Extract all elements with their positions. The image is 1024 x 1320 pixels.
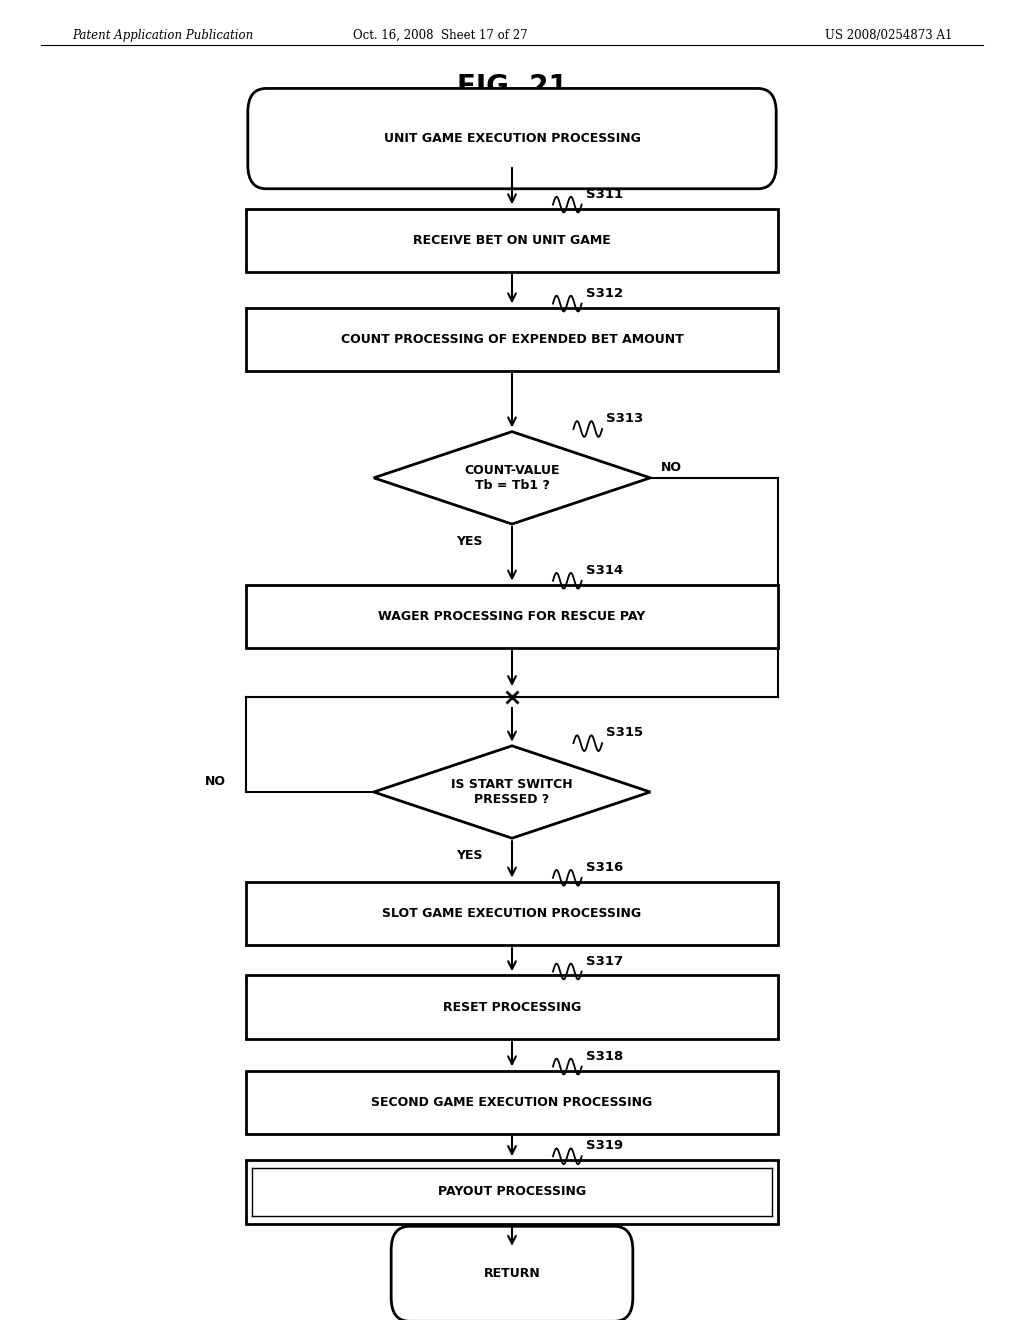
Bar	[246, 308, 778, 371]
Text: S316: S316	[586, 861, 623, 874]
Text: S314: S314	[586, 564, 623, 577]
Text: NO: NO	[205, 775, 226, 788]
Bar	[246, 882, 778, 945]
FancyBboxPatch shape	[391, 1226, 633, 1320]
Text: NO: NO	[660, 461, 682, 474]
Text: SECOND GAME EXECUTION PROCESSING: SECOND GAME EXECUTION PROCESSING	[372, 1096, 652, 1109]
Text: S312: S312	[586, 286, 623, 300]
Text: IS START SWITCH
PRESSED ?: IS START SWITCH PRESSED ?	[452, 777, 572, 807]
Polygon shape	[374, 432, 650, 524]
Bar	[246, 1160, 778, 1224]
Bar	[246, 1071, 778, 1134]
Text: S311: S311	[586, 187, 623, 201]
Text: S317: S317	[586, 954, 623, 968]
Text: YES: YES	[456, 849, 482, 862]
Bar	[246, 209, 778, 272]
Text: RECEIVE BET ON UNIT GAME: RECEIVE BET ON UNIT GAME	[413, 234, 611, 247]
Text: S318: S318	[586, 1049, 623, 1063]
Text: YES: YES	[456, 535, 482, 548]
Text: Oct. 16, 2008  Sheet 17 of 27: Oct. 16, 2008 Sheet 17 of 27	[353, 29, 527, 42]
Text: UNIT GAME EXECUTION PROCESSING: UNIT GAME EXECUTION PROCESSING	[384, 132, 640, 145]
Text: S319: S319	[586, 1139, 623, 1152]
Text: RETURN: RETURN	[483, 1267, 541, 1280]
Text: SLOT GAME EXECUTION PROCESSING: SLOT GAME EXECUTION PROCESSING	[382, 907, 642, 920]
FancyBboxPatch shape	[248, 88, 776, 189]
Text: WAGER PROCESSING FOR RESCUE PAY: WAGER PROCESSING FOR RESCUE PAY	[379, 610, 645, 623]
Text: S313: S313	[606, 412, 643, 425]
Text: COUNT PROCESSING OF EXPENDED BET AMOUNT: COUNT PROCESSING OF EXPENDED BET AMOUNT	[341, 333, 683, 346]
Bar	[246, 975, 778, 1039]
Text: FIG. 21: FIG. 21	[457, 73, 567, 100]
Text: PAYOUT PROCESSING: PAYOUT PROCESSING	[438, 1185, 586, 1199]
Text: US 2008/0254873 A1: US 2008/0254873 A1	[825, 29, 952, 42]
Polygon shape	[374, 746, 650, 838]
Text: S315: S315	[606, 726, 643, 739]
Bar	[246, 585, 778, 648]
Text: Patent Application Publication: Patent Application Publication	[72, 29, 253, 42]
Text: COUNT-VALUE
Tb = Tb1 ?: COUNT-VALUE Tb = Tb1 ?	[464, 463, 560, 492]
Text: RESET PROCESSING: RESET PROCESSING	[442, 1001, 582, 1014]
